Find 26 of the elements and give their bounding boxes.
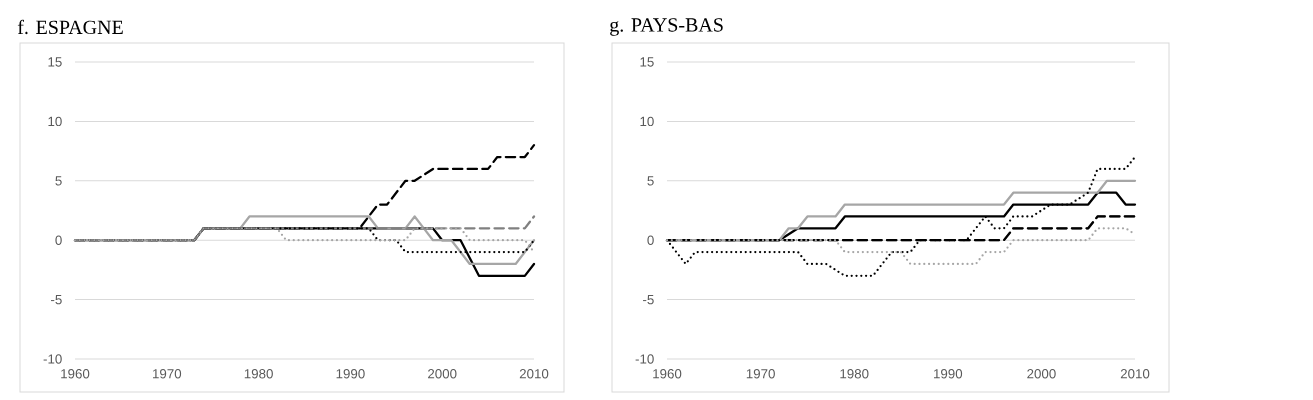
x-tick-label: 1980 xyxy=(840,369,869,379)
x-tick-label: 2000 xyxy=(1027,369,1056,379)
y-tick-label: 0 xyxy=(647,235,654,245)
x-tick-label: 1990 xyxy=(336,369,365,379)
x-tick-label: 1970 xyxy=(746,369,775,379)
y-tick-label: 5 xyxy=(647,176,654,186)
y-tick-label: 10 xyxy=(48,116,62,127)
x-tick-label: 1990 xyxy=(934,369,963,379)
x-tick-label: 2010 xyxy=(1120,369,1150,379)
y-tick-label: 15 xyxy=(48,57,62,67)
y-tick-label: -10 xyxy=(635,354,654,364)
y-tick-label: -5 xyxy=(643,294,654,305)
x-tick-label: 1970 xyxy=(153,369,182,379)
x-tick-label: 2010 xyxy=(519,369,549,379)
y-tick-label: -10 xyxy=(43,354,62,364)
chart-title: g. PAYS-BAS xyxy=(610,18,723,36)
y-tick-label: 10 xyxy=(640,116,654,127)
chart-title: f. ESPAGNE xyxy=(17,19,123,35)
y-tick-label: 5 xyxy=(55,176,62,186)
y-tick-label: 15 xyxy=(640,57,654,67)
y-tick-label: -5 xyxy=(51,294,62,305)
x-tick-label: 2000 xyxy=(428,369,457,379)
x-tick-label: 1960 xyxy=(61,369,90,379)
x-tick-label: 1980 xyxy=(244,369,273,379)
x-tick-label: 1960 xyxy=(653,369,682,379)
y-tick-label: 0 xyxy=(55,235,62,245)
